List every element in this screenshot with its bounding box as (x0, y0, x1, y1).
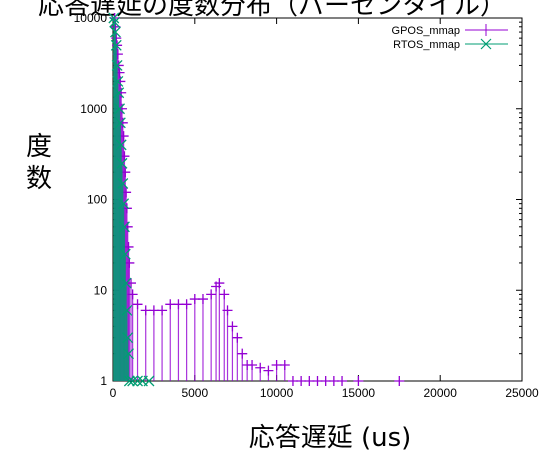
data-point (123, 348, 135, 360)
data-point (111, 33, 122, 44)
data-point (115, 139, 127, 151)
y-axis-label-char-2: 数 (26, 164, 52, 194)
data-point (143, 375, 155, 387)
data-point (114, 103, 126, 115)
legend-marker-gpos (480, 24, 492, 36)
data-point (219, 289, 230, 300)
data-point (222, 305, 233, 316)
y-tick-label: 10 (94, 283, 108, 297)
data-point (227, 321, 238, 332)
data-point (206, 289, 217, 300)
data-point (112, 75, 124, 87)
data-point (181, 299, 192, 310)
y-axis-label: 度 数 (26, 132, 60, 194)
x-axis-label: 応答遅延 (us) (249, 423, 412, 450)
y-tick-label: 100 (87, 193, 107, 207)
x-tick-label: 0 (110, 386, 117, 400)
data-point (119, 248, 131, 260)
x-tick-label: 15000 (342, 386, 376, 400)
data-point (116, 157, 128, 169)
data-point (132, 299, 143, 310)
y-axis-label-char-1: 度 (26, 132, 52, 162)
data-point (110, 39, 122, 51)
data-point (255, 362, 266, 373)
data-point (127, 289, 138, 300)
data-point (214, 278, 225, 289)
data-point (197, 294, 208, 305)
x-tick-label: 5000 (181, 386, 208, 400)
data-point (125, 278, 136, 289)
y-tick-label: 1 (100, 374, 107, 388)
data-point (109, 26, 121, 38)
x-axis-ticks: 0 5000 10000 15000 20000 25000 (110, 18, 539, 400)
data-point (120, 277, 132, 289)
data-point (108, 12, 120, 24)
data-point (121, 304, 133, 316)
data-point (157, 305, 168, 316)
series-RTOS_mmap (108, 12, 155, 387)
x-tick-label: 20000 (424, 386, 458, 400)
data-point (123, 375, 135, 387)
plot-area (112, 17, 523, 382)
legend-marker-rtos (480, 38, 492, 50)
data-point (263, 365, 274, 376)
data-point (109, 16, 121, 28)
data-point (279, 360, 290, 371)
data-point (394, 376, 405, 386)
data-point (118, 221, 130, 233)
x-tick-label: 10000 (260, 386, 294, 400)
data-point (113, 87, 125, 99)
data-point (118, 198, 130, 210)
data-point (122, 332, 134, 344)
data-point (111, 59, 123, 71)
data-point (237, 348, 248, 359)
series-layer (108, 12, 405, 387)
legend-label-gpos: GPOS_mmap (392, 25, 460, 37)
x-tick-label: 25000 (505, 386, 539, 400)
data-point (232, 332, 243, 343)
y-tick-label: 1000 (80, 102, 107, 116)
data-point (353, 376, 364, 386)
legend: GPOS_mmap RTOS_mmap (392, 24, 508, 51)
data-point (337, 376, 348, 386)
plot-frame (112, 17, 523, 382)
data-point (117, 178, 129, 189)
data-point (127, 375, 139, 387)
data-point (247, 360, 258, 371)
data-point (132, 375, 143, 387)
data-point (124, 257, 135, 268)
chart-title: 応答遅延の度数分布（パーセンタイル） (38, 0, 506, 21)
data-point (114, 117, 126, 129)
y-tick-label: 10000 (74, 11, 108, 25)
legend-label-rtos: RTOS_mmap (393, 39, 460, 51)
